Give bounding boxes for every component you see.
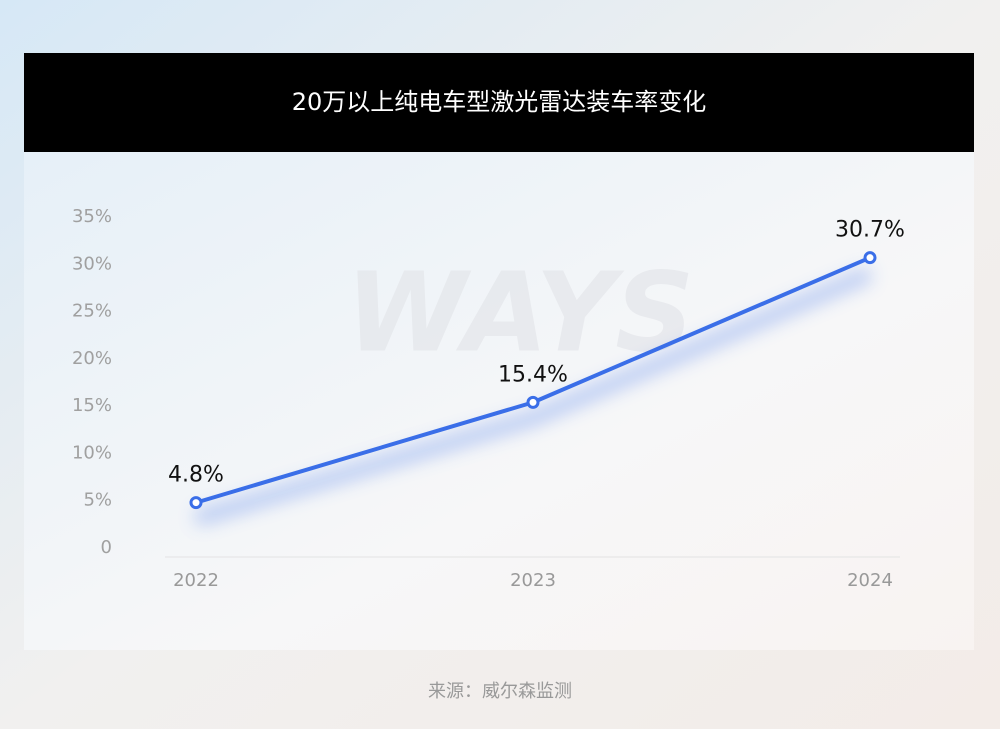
y-tick-label: 35% [72,206,112,227]
data-point [863,251,877,265]
y-tick-label: 20% [72,348,112,369]
chart-title: 20万以上纯电车型激光雷达装车率变化 [292,88,707,116]
data-label: 15.4% [498,362,568,387]
line-glow [194,267,873,526]
y-tick-label: 30% [72,253,112,274]
watermark: WAYS [346,248,695,376]
header [24,53,974,152]
y-tick-label: 10% [72,442,112,463]
data-label: 4.8% [168,463,224,488]
data-point [189,496,203,510]
x-tick-label: 2024 [847,570,893,591]
x-tick-label: 2023 [510,570,556,591]
source: 来源：威尔森监测 [428,681,572,702]
y-tick-label: 5% [83,490,112,511]
y-tick-label: 0 [101,537,112,558]
data-point [526,395,540,409]
y-tick-label: 25% [72,301,112,322]
panel [24,152,974,650]
y-tick-label: 15% [72,395,112,416]
x-tick-label: 2022 [173,570,219,591]
data-label: 30.7% [835,218,905,243]
